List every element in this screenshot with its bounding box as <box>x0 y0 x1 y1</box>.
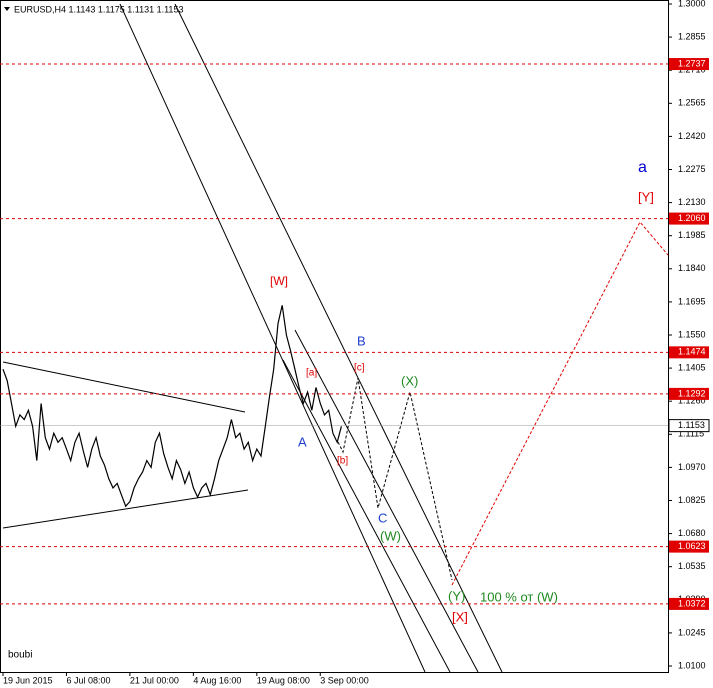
price-line <box>2 305 342 508</box>
level-label: 1.2737 <box>678 58 706 68</box>
x-tick-label: 21 Jul 00:00 <box>130 675 179 685</box>
x-tick-label: 4 Aug 16:00 <box>193 675 241 685</box>
y-tick-label: 1.1550 <box>678 329 706 339</box>
level-label: 1.0372 <box>678 598 706 608</box>
x-tick-label: 3 Sep 00:00 <box>320 675 369 685</box>
level-box <box>669 597 709 610</box>
wave-label: [Y] <box>638 189 654 204</box>
wave-label: A <box>298 434 307 449</box>
level-box <box>669 212 709 225</box>
level-label: 1.0623 <box>678 541 706 551</box>
level-label: 1.1474 <box>678 347 706 357</box>
triangle-line <box>2 361 246 413</box>
wave-label: [a] <box>306 368 317 379</box>
level-label: 1.1292 <box>678 388 706 398</box>
channel-line <box>119 3 426 673</box>
wave-label: B <box>357 333 366 348</box>
triangle-line <box>2 489 249 529</box>
y-tick-label: 1.2855 <box>678 31 706 41</box>
watermark: boubi <box>8 650 32 661</box>
y-tick-label: 1.3000 <box>678 0 706 8</box>
wave-label: (Y) <box>448 588 465 603</box>
wave-label: (W) <box>380 528 401 543</box>
y-tick-label: 1.2130 <box>678 197 706 207</box>
level-box <box>669 58 709 71</box>
wave-projection-red <box>451 221 669 586</box>
title-arrow <box>4 7 10 11</box>
y-tick-label: 1.2275 <box>678 164 706 174</box>
y-tick-label: 1.0535 <box>678 561 706 571</box>
wave-label: C <box>378 510 387 525</box>
level-box <box>669 387 709 400</box>
y-tick-label: 1.0825 <box>678 495 706 505</box>
wave-label: [c] <box>354 363 365 374</box>
wave-label: (X) <box>401 373 418 388</box>
wave-label: 100 % от (W) <box>480 589 558 604</box>
x-tick-label: 19 Aug 08:00 <box>257 675 310 685</box>
y-tick-label: 1.0100 <box>678 660 706 670</box>
y-tick-label: 1.1695 <box>678 296 706 306</box>
channel-line <box>294 329 479 673</box>
level-label: 1.2060 <box>678 213 706 223</box>
x-tick-label: 6 Jul 08:00 <box>66 675 110 685</box>
y-tick-label: 1.0680 <box>678 528 706 538</box>
wave-label: a <box>638 159 647 176</box>
wave-projection <box>337 377 453 581</box>
y-tick-label: 1.1260 <box>678 396 706 406</box>
y-tick-label: 1.0970 <box>678 462 706 472</box>
y-tick-label: 1.1840 <box>678 263 706 273</box>
plot-frame <box>0 0 669 673</box>
y-tick-label: 1.0245 <box>678 627 706 637</box>
channel-line <box>282 359 451 673</box>
y-tick-label: 1.2565 <box>678 98 706 108</box>
y-tick-label: 1.2420 <box>678 131 706 141</box>
current-price-label: 1.1153 <box>678 420 705 430</box>
y-tick-label: 1.1985 <box>678 230 706 240</box>
y-tick-label: 1.1115 <box>678 429 704 439</box>
chart-title: EURUSD,H4 1.1143 1.1175 1.1131 1.1153 <box>14 4 183 14</box>
current-price-box <box>668 419 710 433</box>
level-box <box>669 540 709 553</box>
y-tick-label: 1.1405 <box>678 362 706 372</box>
wave-labels: [W] [a] [c] [b] A B C (X) (W) (Y) 100 % от (W) [X] [… <box>270 159 654 624</box>
wave-label: [b] <box>337 456 348 467</box>
level-box <box>669 346 709 359</box>
x-tick-label: 19 Jun 2015 <box>3 675 53 685</box>
wave-label: [W] <box>270 274 288 288</box>
wave-label: [X] <box>452 609 468 624</box>
